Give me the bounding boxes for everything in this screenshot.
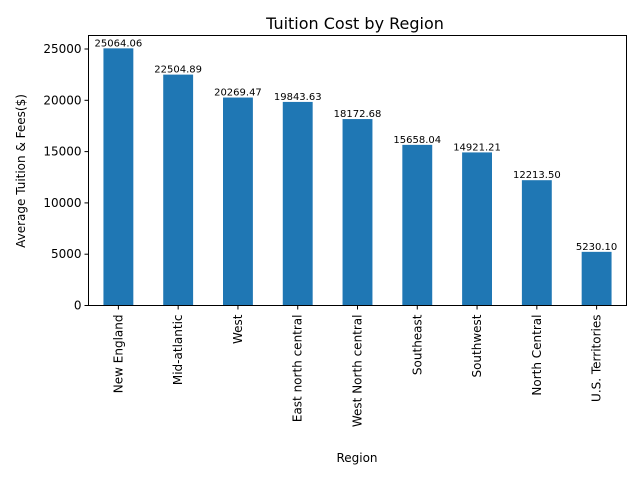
x-tick-label: New England bbox=[111, 315, 125, 394]
data-label: 15658.04 bbox=[393, 135, 441, 146]
y-tick-label: 25000 bbox=[43, 42, 81, 56]
data-label: 19843.63 bbox=[274, 92, 322, 103]
bar bbox=[462, 152, 492, 306]
x-tick-label: Mid-atlantic bbox=[171, 315, 185, 386]
bar bbox=[581, 251, 612, 306]
x-tick-label: West North central bbox=[351, 315, 365, 428]
y-tick-label: 15000 bbox=[43, 145, 81, 159]
data-labels: 25064.06 22504.89 20269.47 19843.63 18172.68… bbox=[95, 38, 618, 252]
x-tick-label: West bbox=[231, 314, 245, 344]
x-tick-label: U.S. Territories bbox=[590, 315, 604, 402]
bar bbox=[342, 119, 373, 306]
data-label: 22504.89 bbox=[154, 65, 202, 76]
y-tick-label: 20000 bbox=[43, 93, 81, 107]
bar bbox=[282, 101, 313, 306]
y-tick-label: 0 bbox=[74, 299, 82, 313]
x-tick-label: Southwest bbox=[470, 314, 484, 377]
data-label: 12213.50 bbox=[513, 170, 561, 181]
bar bbox=[103, 48, 134, 306]
y-axis: 0 5000 10000 15000 20000 25000 bbox=[43, 42, 89, 313]
data-label: 25064.06 bbox=[95, 38, 143, 49]
data-label: 5230.10 bbox=[576, 242, 617, 253]
plot-frame bbox=[88, 35, 627, 306]
chart-title: Tuition Cost by Region bbox=[265, 14, 444, 33]
x-tick-label: East north central bbox=[291, 315, 305, 423]
x-axis-label: Region bbox=[336, 451, 377, 465]
bar bbox=[163, 74, 194, 306]
y-tick-label: 5000 bbox=[51, 247, 82, 261]
bars bbox=[103, 48, 612, 306]
x-tick-label: North Central bbox=[530, 315, 544, 396]
x-tick-label: Southeast bbox=[410, 314, 424, 375]
y-tick-label: 10000 bbox=[43, 196, 81, 210]
data-label: 18172.68 bbox=[334, 109, 382, 120]
bar bbox=[521, 180, 552, 306]
bar bbox=[223, 97, 253, 306]
y-axis-label: Average Tuition & Fees($) bbox=[14, 94, 28, 248]
x-axis: New England Mid-atlantic West East north ce… bbox=[111, 305, 604, 428]
bar bbox=[402, 144, 433, 306]
data-label: 20269.47 bbox=[214, 88, 262, 99]
data-label: 14921.21 bbox=[453, 142, 501, 153]
